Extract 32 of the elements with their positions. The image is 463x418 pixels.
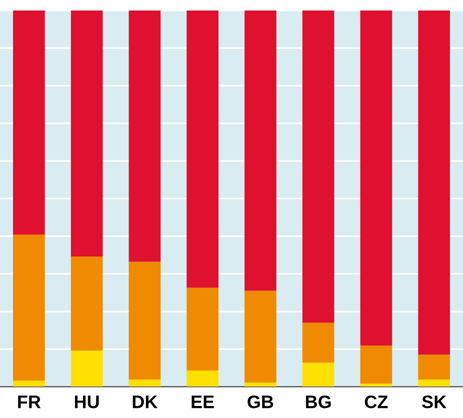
bar (186, 370, 218, 387)
bar (360, 346, 392, 384)
bar (70, 256, 103, 351)
bar (13, 234, 45, 381)
x-tick-label: GB (248, 395, 274, 408)
bar (244, 290, 276, 383)
bar (186, 10, 218, 288)
x-tick-label: HU (74, 396, 99, 408)
bar (70, 10, 103, 256)
bar (418, 10, 450, 355)
bar (13, 380, 45, 387)
bar (418, 354, 450, 380)
x-tick-label: DK (132, 396, 158, 408)
bar (302, 362, 334, 387)
bar (70, 350, 103, 387)
bar (360, 384, 392, 387)
bar (360, 10, 392, 346)
bar (244, 10, 276, 291)
bar (244, 382, 276, 387)
bar (128, 262, 161, 380)
x-tick-label: SK (422, 395, 446, 408)
bar (128, 380, 161, 387)
x-tick-label: CZ (364, 395, 388, 408)
x-tick-label: BG (306, 395, 331, 408)
bar (13, 10, 45, 235)
x-tick-label: EE (192, 396, 214, 408)
bar (186, 288, 218, 370)
bar (128, 10, 161, 262)
bar (302, 322, 334, 363)
x-tick-label: FR (18, 396, 41, 408)
bar (302, 10, 334, 323)
bar (418, 380, 450, 387)
